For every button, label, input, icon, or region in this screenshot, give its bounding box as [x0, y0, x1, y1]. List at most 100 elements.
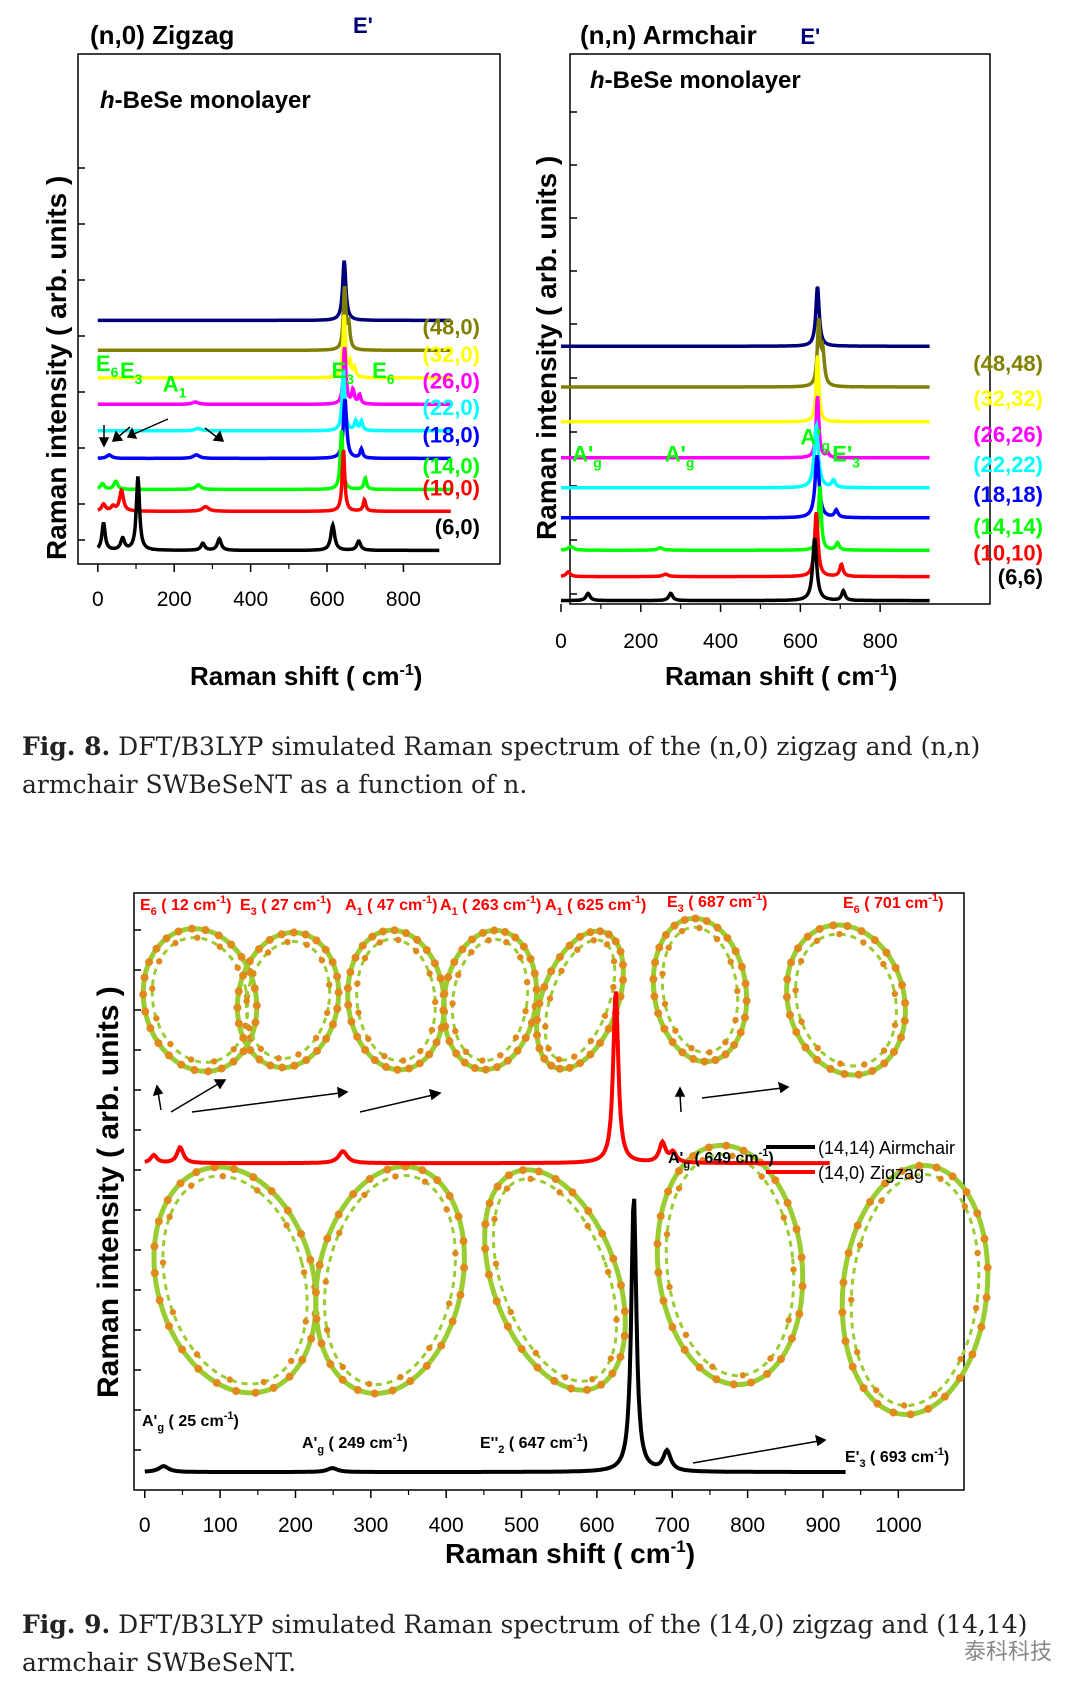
fig9-caption: Fig. 9. DFT/B3LYP simulated Raman spectr… — [22, 1606, 1062, 1682]
series-line--18-0- — [97, 398, 451, 461]
peak-label: A'g — [572, 441, 602, 470]
nanotube-ring-image — [649, 914, 751, 1066]
x-tick-labels: 0 200 400 600 800 — [92, 564, 421, 611]
x-axis-label: Raman shift ( cm-1) — [665, 661, 897, 691]
x-tick-label: 0 — [555, 630, 567, 653]
legend: (14,14) Airmchair (14,0) Zigzag — [766, 1138, 955, 1183]
peak-label: E'3 — [832, 441, 860, 470]
mode-label: E''2 ( 647 cm-1) — [480, 1432, 588, 1456]
series-line--14-0- — [97, 430, 451, 492]
plot-frame — [569, 53, 991, 605]
series-line--10-10- — [560, 511, 930, 579]
peak-label: A1 — [163, 372, 187, 401]
nanotube-ring-image — [439, 926, 541, 1074]
series-line--6-6- — [561, 537, 930, 603]
y-axis-label: Raman intensity ( arb. units ) — [531, 156, 562, 540]
peak-label: E' — [800, 24, 820, 49]
x-tick-label: 600 — [579, 1514, 614, 1537]
series-label: (22,22) — [973, 452, 1043, 477]
figure-canvas: (n,0) Zigzag 0 200 400 600 800 (48,0)(32,0)(… — [41, 13, 1043, 1569]
y-ticks — [134, 929, 141, 1451]
x-tick-label: 400 — [703, 630, 738, 653]
series-label: (26,0) — [423, 368, 480, 393]
nanotube-ring-image — [782, 921, 910, 1079]
mode-label: A'g ( 25 cm-1) — [142, 1410, 239, 1434]
series-line--26-26- — [561, 395, 930, 460]
series-line--22-22- — [561, 419, 930, 490]
series-line--14-14- — [560, 485, 930, 552]
x-tick-label: 400 — [429, 1514, 464, 1537]
caption-text: DFT/B3LYP simulated Raman spectrum of th… — [22, 1610, 1028, 1677]
y-axis-label: Raman intensity ( arb. units ) — [92, 986, 125, 1398]
x-tick-label: 200 — [278, 1514, 313, 1537]
series-label: (32,0) — [423, 342, 480, 367]
x-tick-label: 900 — [805, 1514, 840, 1537]
x-tick-label: 500 — [504, 1514, 539, 1537]
armchair-raman-panel: (n,n) Armchair 0 200 400 600 800 (48,48) (32,… — [531, 20, 1043, 691]
mode-label: E6 ( 12 cm-1) — [140, 894, 232, 918]
watermark: 泰科科技 — [963, 1640, 1052, 1665]
nanotube-ring-image — [481, 1166, 629, 1394]
series-line--10-0- — [97, 449, 451, 514]
peak-annotations: E'A'g A'gA'g E'3 — [572, 24, 860, 471]
mode-label: E3 ( 687 cm-1) — [667, 891, 767, 915]
mode-arrows — [98, 418, 225, 448]
series-group — [96, 260, 451, 553]
caption-label: Fig. 8. — [22, 732, 111, 761]
fig9-raman-panel: 0 100 200 300 400 500 600 700 800 900 1000 E6 ( 12… — [92, 891, 992, 1569]
series-label: (10,10) — [973, 541, 1043, 566]
x-tick-label: 300 — [353, 1514, 388, 1537]
series-line--22-0- — [97, 369, 451, 433]
nanotube-ring-image — [233, 928, 343, 1072]
x-axis-label: Raman shift ( cm-1) — [445, 1537, 695, 1569]
peak-label: E' — [353, 13, 373, 38]
x-axis-label: Raman shift ( cm-1) — [190, 661, 422, 691]
nanotube-ring-image — [311, 1162, 469, 1398]
series-line--48-0- — [97, 285, 451, 353]
mode-label: A'g ( 649 cm-1) — [668, 1147, 774, 1171]
mode-label: A'g ( 249 cm-1) — [302, 1432, 408, 1456]
series-label: (22,0) — [423, 395, 480, 420]
series-group — [144, 991, 846, 1474]
peak-label: A'g — [665, 441, 695, 470]
peak-label: E3 — [332, 358, 355, 387]
series-labels: (48,0) (32,0)(26,0)(22,0)(18,0) (14,0)(10,… — [423, 314, 480, 539]
y-ticks — [78, 167, 85, 541]
series-line--26-0- — [97, 346, 451, 407]
monolayer-label: h-BeSe monolayer — [590, 67, 801, 94]
panel-title: (n,n) Armchair — [580, 20, 757, 50]
nanotube-ring-image — [343, 926, 449, 1074]
series-line--18-18- — [561, 455, 930, 520]
legend-label: (14,0) Zigzag — [818, 1163, 924, 1183]
series-line--48-48- — [561, 318, 930, 389]
x-tick-label: 200 — [623, 630, 658, 653]
x-tick-label: 700 — [655, 1514, 690, 1537]
x-tick-label: 600 — [783, 630, 818, 653]
series-labels: (48,48) (32,32) (26,26) (22,22) (18,18) (14,1… — [973, 351, 1043, 590]
x-tick-label: 0 — [92, 588, 104, 611]
monolayer-label: h-BeSe monolayer — [100, 87, 311, 114]
y-axis-label: Raman intensity ( arb. units ) — [41, 176, 72, 560]
caption-label: Fig. 9. — [22, 1610, 111, 1639]
x-tick-label: 0 — [139, 1514, 151, 1537]
series-group — [560, 286, 930, 603]
series-label: (18,18) — [973, 482, 1043, 507]
peak-label: A'g — [800, 425, 830, 454]
nanotube-ring-image — [653, 1141, 807, 1389]
y-ticks — [570, 111, 577, 595]
mode-label: A1 ( 263 cm-1) — [440, 894, 541, 918]
series-line--6-0- — [96, 476, 440, 553]
mode-label: E'3 ( 693 cm-1) — [845, 1446, 949, 1470]
peak-label: E3 — [120, 358, 143, 387]
x-tick-label: 100 — [203, 1514, 238, 1537]
series-label: (6,6) — [998, 565, 1043, 590]
x-tick-label: 800 — [730, 1514, 765, 1537]
series-line-monolayer — [97, 260, 451, 323]
mode-arrows — [152, 1079, 827, 1464]
series-label: (14,14) — [973, 514, 1043, 539]
series-label: (18,0) — [423, 422, 480, 447]
x-tick-label: 400 — [233, 588, 268, 611]
mode-label: A1 ( 625 cm-1) — [545, 894, 646, 918]
series-label: (32,32) — [973, 386, 1043, 411]
